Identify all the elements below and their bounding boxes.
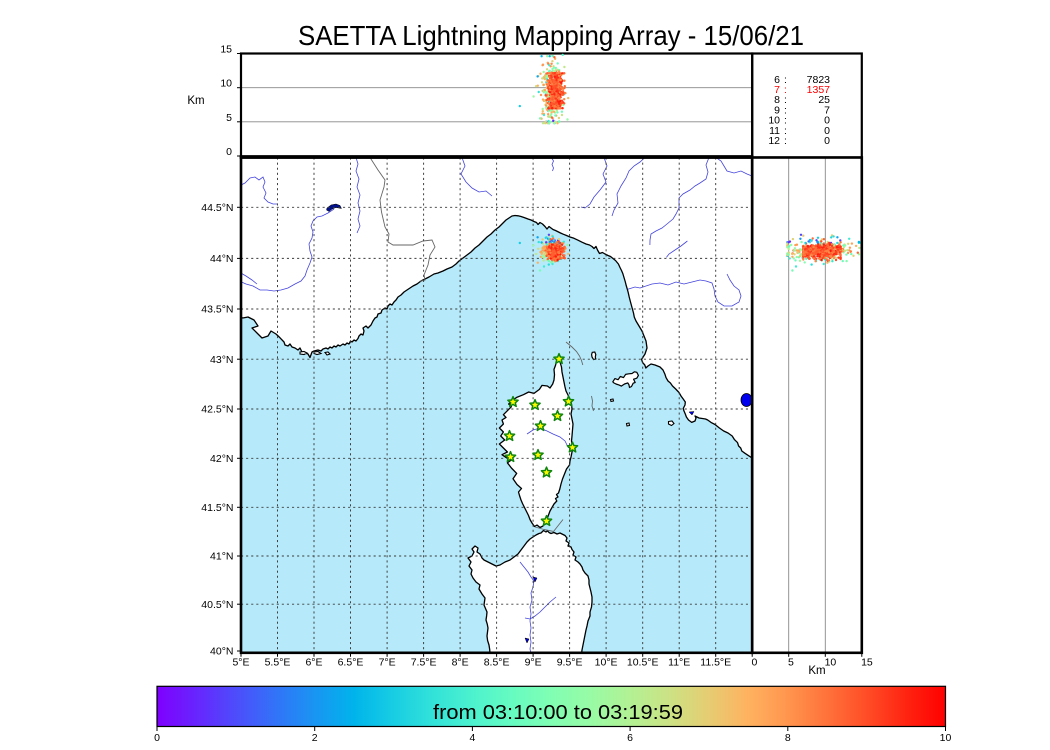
svg-text:10°E: 10°E xyxy=(595,657,618,669)
svg-text:8: 8 xyxy=(774,94,780,106)
svg-text:43°N: 43°N xyxy=(210,354,233,366)
svg-text:0: 0 xyxy=(824,125,830,137)
svg-text:9°E: 9°E xyxy=(525,657,542,669)
svg-text:15: 15 xyxy=(220,44,232,56)
svg-text:4: 4 xyxy=(469,732,475,744)
svg-text:2: 2 xyxy=(312,732,318,744)
svg-text:SAETTA Lightning Mapping Array: SAETTA Lightning Mapping Array - 15/06/2… xyxy=(298,20,804,51)
svg-text:11°E: 11°E xyxy=(668,657,690,669)
svg-text:11.5°E: 11.5°E xyxy=(700,657,731,669)
svg-text:0: 0 xyxy=(154,732,160,744)
svg-text:7823: 7823 xyxy=(807,74,831,86)
svg-text:10: 10 xyxy=(940,732,952,744)
svg-text:10: 10 xyxy=(825,657,837,669)
svg-text:11: 11 xyxy=(769,125,780,137)
svg-text:6°E: 6°E xyxy=(305,657,322,669)
svg-text:8: 8 xyxy=(785,732,791,744)
svg-text:Km: Km xyxy=(808,665,825,677)
svg-text:0: 0 xyxy=(752,657,758,669)
svg-text:Km: Km xyxy=(187,95,204,107)
svg-text:10.5°E: 10.5°E xyxy=(627,657,659,669)
svg-text:43.5°N: 43.5°N xyxy=(201,304,233,316)
svg-text:7: 7 xyxy=(774,84,780,96)
svg-text:42.5°N: 42.5°N xyxy=(201,404,233,416)
svg-text:5.5°E: 5.5°E xyxy=(265,657,291,669)
svg-text:10: 10 xyxy=(768,115,780,127)
svg-text:6: 6 xyxy=(627,732,633,744)
svg-text:1357: 1357 xyxy=(807,84,831,96)
svg-text:44.5°N: 44.5°N xyxy=(201,202,233,214)
svg-text::: : xyxy=(784,135,787,147)
svg-text:8°E: 8°E xyxy=(452,657,469,669)
svg-text:42°N: 42°N xyxy=(210,453,233,465)
svg-text:25: 25 xyxy=(818,94,830,106)
svg-text:7°E: 7°E xyxy=(379,657,396,669)
svg-text:5: 5 xyxy=(788,657,794,669)
svg-text:12: 12 xyxy=(768,135,780,147)
svg-text:44°N: 44°N xyxy=(210,253,233,265)
svg-text:40°N: 40°N xyxy=(210,646,233,658)
svg-text:0: 0 xyxy=(824,115,830,127)
svg-text::: : xyxy=(784,94,787,106)
svg-text::: : xyxy=(784,84,787,96)
svg-text:9.5°E: 9.5°E xyxy=(557,657,583,669)
svg-text::: : xyxy=(784,115,787,127)
svg-text:9: 9 xyxy=(774,104,780,116)
svg-text:0: 0 xyxy=(226,146,232,158)
svg-text::: : xyxy=(784,74,787,86)
svg-text:7.5°E: 7.5°E xyxy=(411,657,437,669)
svg-text:7: 7 xyxy=(824,104,830,116)
svg-text:40.5°N: 40.5°N xyxy=(201,599,233,611)
svg-text:41.5°N: 41.5°N xyxy=(201,502,233,514)
svg-text:6.5°E: 6.5°E xyxy=(338,657,364,669)
svg-text:41°N: 41°N xyxy=(210,551,233,563)
svg-text:5: 5 xyxy=(226,112,232,124)
svg-text:5°E: 5°E xyxy=(232,657,249,669)
svg-text:15: 15 xyxy=(861,657,873,669)
svg-text:10: 10 xyxy=(220,78,232,90)
svg-text:8.5°E: 8.5°E xyxy=(484,657,510,669)
svg-text:0: 0 xyxy=(824,135,830,147)
svg-text:6: 6 xyxy=(774,74,780,86)
svg-text::: : xyxy=(784,125,787,137)
svg-text::: : xyxy=(784,104,787,116)
svg-text:from 03:10:00 to 03:19:59: from 03:10:00 to 03:19:59 xyxy=(433,701,683,724)
